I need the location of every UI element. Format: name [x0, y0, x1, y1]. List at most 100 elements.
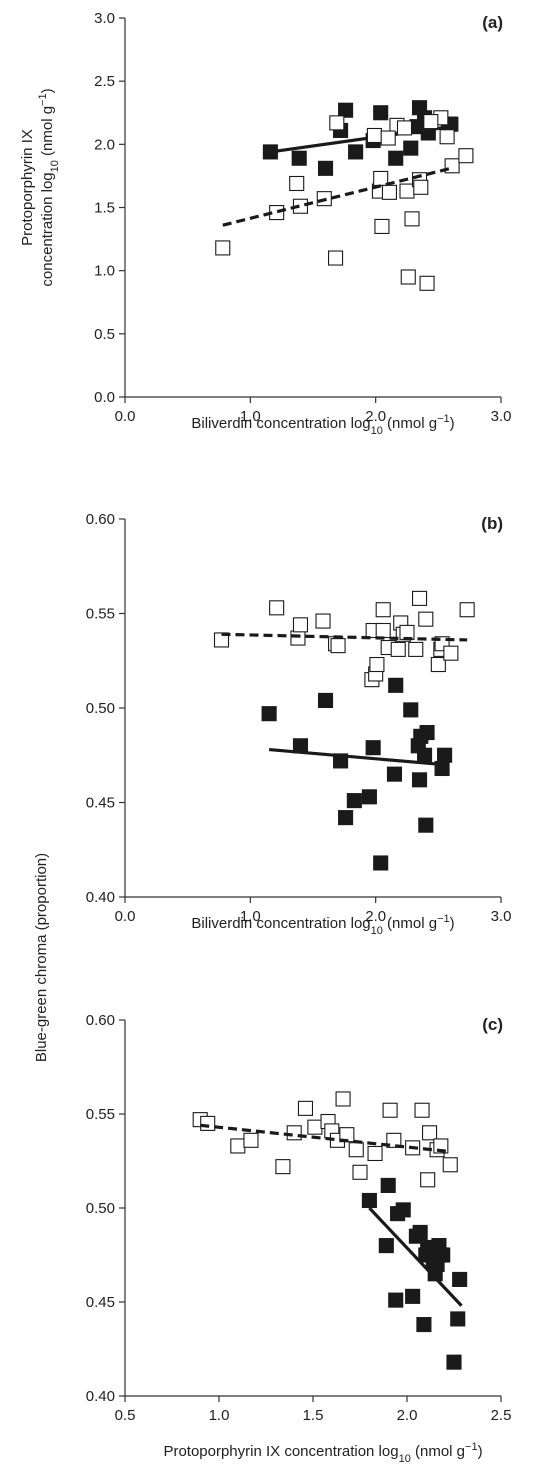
filled-square-point [317, 160, 334, 176]
open-square-point [230, 1138, 246, 1154]
filled-square-point [395, 1202, 411, 1218]
open-square-point [330, 638, 346, 654]
label-main: Protoporphyrin IX concentration log [163, 1443, 398, 1460]
series-open [213, 590, 475, 688]
panel-a: 0.0 0.5 1.0 1.5 2.0 2.5 3.0 0.0 1.0 2.0 3.0 (a) Bili… [19, 10, 511, 437]
label-superscript: −1 [437, 913, 450, 925]
solid-trend-line [270, 125, 452, 154]
open-square-point [369, 656, 385, 673]
filled-square-point [346, 793, 362, 809]
x-axis-title: Biliverdin concentration log10 (nmol g−1… [191, 413, 454, 437]
y-tick-label: 0.45 [86, 1294, 115, 1311]
filled-square-point [338, 810, 354, 826]
filled-square-point [419, 725, 435, 741]
y-tick-label: 3.0 [94, 10, 115, 27]
filled-square-point [450, 1311, 466, 1327]
label-subscript: 10 [371, 925, 383, 937]
open-square-point [380, 130, 396, 146]
filled-square-point [412, 1224, 428, 1240]
y-tick-label: 0.60 [86, 1012, 115, 1029]
open-square-point [399, 183, 415, 199]
filled-square-point [373, 105, 389, 121]
label-subscript: 10 [371, 425, 383, 437]
filled-square-point [291, 150, 307, 166]
x-tick-label: 2.0 [397, 1407, 418, 1424]
open-square-point [404, 211, 420, 227]
y-tick-label: 0.0 [94, 389, 115, 406]
filled-square-point [403, 140, 419, 156]
filled-square-point [446, 1354, 462, 1370]
open-square-point [335, 1091, 351, 1107]
filled-square-point [373, 855, 389, 871]
open-square-point [315, 613, 331, 629]
open-square-point [390, 641, 406, 657]
open-square-point [411, 590, 428, 606]
series-open [192, 1091, 458, 1188]
y-tick-label: 0.5 [94, 326, 115, 343]
series-filled [361, 1177, 468, 1370]
filled-square-point [411, 772, 428, 788]
x-tick-label: 3.0 [491, 408, 512, 425]
open-square-point [422, 1125, 438, 1141]
open-square-point [386, 1132, 402, 1148]
label-unit-close: ) [450, 915, 455, 932]
open-square-point [275, 1159, 291, 1175]
open-square-point [439, 129, 455, 145]
open-square-point [289, 175, 305, 192]
open-square-point [381, 184, 398, 200]
filled-square-point [361, 789, 377, 805]
label-unit: (nmol g [383, 915, 437, 932]
label-unit-close: ) [450, 415, 455, 432]
y-tick-label: 1.5 [94, 200, 115, 217]
open-square-point [375, 622, 391, 639]
dashed-trend-line [221, 632, 468, 642]
y-tick-label: 0.50 [86, 1200, 115, 1217]
open-square-point [459, 602, 475, 618]
y-tick-label: 2.0 [94, 136, 115, 153]
solid-trend-line [368, 1206, 463, 1307]
open-square-point [375, 602, 391, 618]
label-superscript: −1 [437, 413, 450, 425]
open-square-point [419, 275, 435, 291]
open-square-point [400, 269, 416, 285]
panel-b: 0.40 0.45 0.50 0.55 0.60 0.0 1.0 2.0 3.0 (b) Biliv… [86, 511, 512, 937]
panel-label: (a) [482, 13, 503, 32]
y-tick-label: 0.55 [86, 606, 115, 623]
dashed-trend-line [222, 166, 452, 227]
open-square-point [290, 630, 306, 646]
label-unit: (nmol g [39, 106, 56, 160]
open-square-point [458, 148, 474, 164]
open-square-point [414, 1102, 430, 1118]
y-tick-label: 0.40 [86, 1388, 115, 1405]
filled-square-point [386, 766, 403, 782]
label-unit: (nmol g [383, 415, 437, 432]
label-subscript: 10 [49, 160, 61, 172]
filled-square-point [388, 677, 404, 693]
series-filled [262, 100, 459, 176]
x-tick-label: 1.0 [240, 908, 261, 925]
filled-square-point [403, 702, 419, 718]
label-unit-close: ) [39, 88, 56, 93]
open-square-point [423, 114, 439, 130]
open-square-point [382, 1102, 398, 1118]
y-tick-label: 0.60 [86, 511, 115, 528]
filled-square-point [416, 1317, 432, 1333]
filled-square-point [261, 706, 277, 722]
filled-square-point [378, 1238, 394, 1254]
x-tick-label: 0.0 [115, 408, 136, 425]
open-square-point [366, 127, 382, 144]
y-tick-label: 0.50 [86, 700, 115, 717]
filled-square-point [437, 747, 453, 763]
y-axis-title-line2: concentration log10 (nmol g−1) [37, 88, 61, 286]
label-unit: (nmol g [411, 1443, 465, 1460]
filled-square-point [435, 1247, 451, 1263]
label-main: concentration log [39, 172, 56, 286]
x-axis-title: Biliverdin concentration log10 (nmol g−1… [191, 913, 454, 937]
open-square-point [297, 1100, 314, 1116]
open-square-point [420, 1172, 436, 1188]
label-superscript: −1 [465, 1441, 478, 1453]
filled-square-point [452, 1271, 468, 1287]
open-square-point [329, 115, 345, 131]
open-square-point [307, 1119, 323, 1135]
